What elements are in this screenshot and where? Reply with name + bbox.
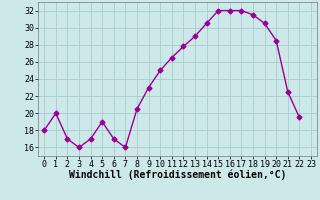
X-axis label: Windchill (Refroidissement éolien,°C): Windchill (Refroidissement éolien,°C) bbox=[69, 169, 286, 180]
